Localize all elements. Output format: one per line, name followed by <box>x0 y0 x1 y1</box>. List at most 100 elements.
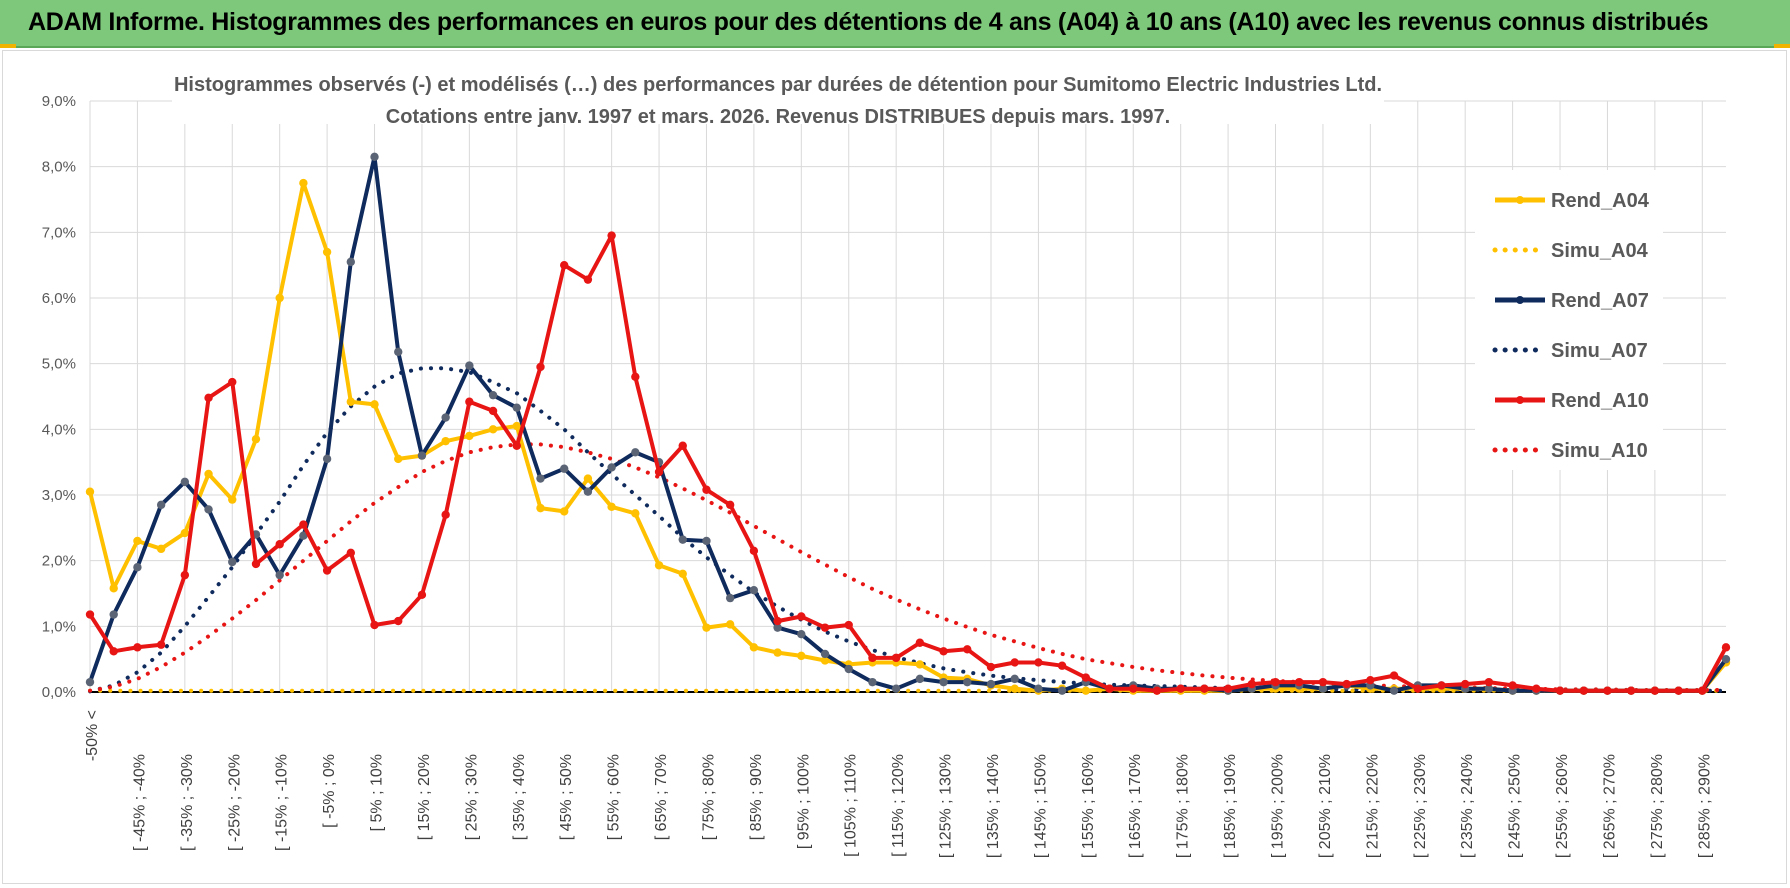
data-point-Rend_A04 <box>512 421 521 431</box>
x-tick-label: [ 85% ; 90% <box>748 754 765 840</box>
data-point-Rend_A10 <box>820 623 830 632</box>
data-point-Rend_A10 <box>204 393 213 403</box>
data-point-Rend_A10 <box>1508 681 1517 690</box>
data-point-Rend_A10 <box>1484 677 1494 687</box>
data-point-Rend_A07 <box>844 664 853 674</box>
data-point-Rend_A10 <box>394 616 403 626</box>
data-point-Rend_A04 <box>749 643 759 652</box>
chart-frame <box>2 50 1787 884</box>
data-point-Rend_A07 <box>1389 686 1399 695</box>
series-line-Rend_A10 <box>88 233 1728 693</box>
data-point-Rend_A04 <box>915 660 925 669</box>
chart-title-line2: Cotations entre janv. 1997 et mars. 2026… <box>386 106 1170 128</box>
legend-label-Simu_A04: Simu_A04 <box>1551 240 1649 262</box>
series-line-Simu_A10 <box>88 442 1728 693</box>
x-tick-label: [ 135% ; 140% <box>985 754 1002 858</box>
data-point-Rend_A10 <box>346 548 356 557</box>
x-tick-label: [ -45% ; -40% <box>131 754 148 851</box>
data-point-Rend_A10 <box>1721 643 1731 652</box>
x-tick-label: [ 45% ; 50% <box>558 754 575 840</box>
data-point-Rend_A04 <box>1010 684 1019 693</box>
data-point-Rend_A07 <box>228 557 237 567</box>
data-point-Rend_A10 <box>1129 684 1138 693</box>
data-point-Rend_A10 <box>963 645 972 654</box>
data-point-Rend_A10 <box>275 540 284 549</box>
data-point-Rend_A10 <box>1413 684 1422 693</box>
corner-accent-right <box>1774 44 1790 48</box>
legend-marker-Rend_A10 <box>1516 396 1524 404</box>
x-tick-label: [ 175% ; 180% <box>1175 754 1192 858</box>
data-point-Rend_A04 <box>702 623 711 632</box>
data-point-Rend_A10 <box>156 640 166 649</box>
data-point-Rend_A07 <box>1034 684 1043 693</box>
data-point-Rend_A04 <box>1081 686 1091 695</box>
data-point-Rend_A07 <box>939 677 948 687</box>
data-point-Rend_A07 <box>417 451 427 460</box>
data-point-Rend_A07 <box>465 361 474 370</box>
data-point-Rend_A10 <box>465 397 474 406</box>
data-point-Rend_A07 <box>1721 654 1731 664</box>
legend-backdrop <box>1475 170 1663 470</box>
data-point-Rend_A04 <box>441 436 450 446</box>
x-tick-label: [ 55% ; 60% <box>606 754 623 840</box>
data-point-Rend_A04 <box>654 561 664 570</box>
data-point-Rend_A04 <box>85 487 95 496</box>
data-point-Rend_A04 <box>536 503 545 513</box>
data-point-Rend_A10 <box>1674 686 1683 695</box>
x-tick-label: [ 145% ; 150% <box>1032 754 1049 858</box>
data-point-Rend_A04 <box>204 469 213 479</box>
data-point-Rend_A10 <box>1152 686 1162 695</box>
data-point-Rend_A10 <box>1603 686 1612 695</box>
data-point-Rend_A07 <box>109 610 118 619</box>
y-tick-label: 6,0% <box>42 290 76 307</box>
data-point-Rend_A10 <box>1105 684 1114 693</box>
data-point-Rend_A04 <box>370 400 379 409</box>
data-point-Rend_A10 <box>441 510 450 519</box>
x-tick-label: [ 225% ; 230% <box>1412 754 1429 858</box>
data-point-Rend_A10 <box>868 653 877 663</box>
data-point-Rend_A07 <box>85 677 95 687</box>
data-point-Rend_A10 <box>85 610 95 619</box>
data-point-Rend_A10 <box>631 372 640 381</box>
x-tick-label: [ 115% ; 120% <box>890 754 907 857</box>
data-point-Rend_A10 <box>536 362 545 372</box>
data-point-Rend_A04 <box>725 620 735 629</box>
x-tick-label: [ 275% ; 280% <box>1649 754 1666 858</box>
data-point-Rend_A07 <box>702 536 711 546</box>
data-point-Rend_A10 <box>797 612 806 621</box>
data-point-Rend_A10 <box>1247 679 1256 689</box>
data-point-Rend_A10 <box>228 377 237 387</box>
data-point-Rend_A10 <box>1295 677 1304 687</box>
data-point-Rend_A04 <box>109 584 118 593</box>
data-point-Rend_A10 <box>1342 679 1351 689</box>
legend-label-Simu_A07: Simu_A07 <box>1551 340 1648 362</box>
data-point-Rend_A04 <box>156 544 166 554</box>
y-tick-label: 3,0% <box>42 487 76 504</box>
data-point-Rend_A07 <box>678 535 687 544</box>
y-tick-label: 1,0% <box>42 618 76 635</box>
data-point-Rend_A04 <box>322 247 332 257</box>
data-point-Rend_A10 <box>1176 684 1185 693</box>
y-tick-label: 4,0% <box>42 421 76 438</box>
data-point-Rend_A10 <box>986 662 996 672</box>
data-point-Rend_A10 <box>370 620 379 630</box>
data-point-Rend_A04 <box>251 434 261 444</box>
data-point-Rend_A10 <box>1650 686 1660 695</box>
x-tick-label: [ 215% ; 220% <box>1364 754 1381 858</box>
data-point-Rend_A10 <box>1532 684 1541 693</box>
x-tick-label: [ -15% ; -10% <box>274 754 291 851</box>
x-tick-label: [ -25% ; -20% <box>226 754 243 851</box>
data-point-Rend_A07 <box>986 679 996 689</box>
x-tick-label: [ 265% ; 270% <box>1601 754 1618 858</box>
data-point-Rend_A07 <box>1484 684 1494 693</box>
data-point-Rend_A10 <box>1389 671 1399 680</box>
x-tick-label: [ -5% ; 0% <box>321 754 338 828</box>
data-point-Rend_A10 <box>1271 677 1280 687</box>
data-point-Rend_A10 <box>180 570 190 580</box>
data-point-Rend_A10 <box>678 441 687 450</box>
legend-marker-Rend_A04 <box>1516 196 1524 204</box>
y-tick-label: 9,0% <box>42 93 76 110</box>
data-point-Rend_A04 <box>180 528 190 538</box>
data-point-Rend_A10 <box>1698 686 1707 695</box>
